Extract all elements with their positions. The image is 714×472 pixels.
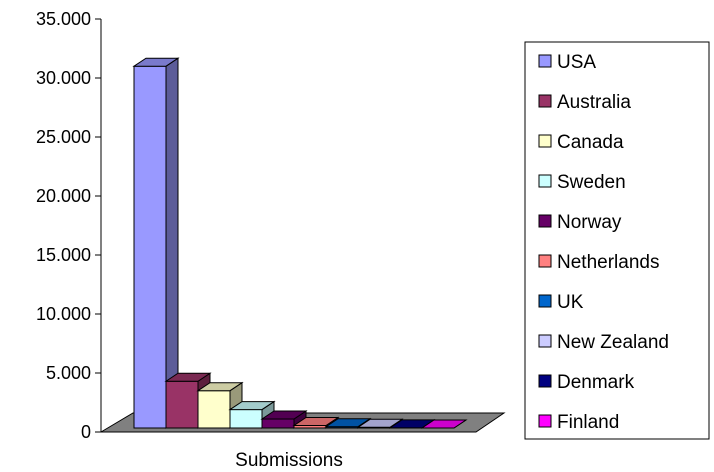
y-tick-label: 20.000	[36, 186, 91, 206]
legend-label: Netherlands	[557, 252, 659, 273]
legend-swatch	[538, 414, 552, 428]
legend-swatch	[538, 134, 552, 148]
legend-item-norway: Norway	[538, 212, 622, 233]
legend-label: Sweden	[557, 172, 626, 193]
y-axis-ticks: 0 5.000 10.000 15.000 20.000 25.000 30.000 35.0…	[36, 9, 101, 442]
legend-item-new-zealand: New Zealand	[538, 332, 669, 353]
legend-label: Denmark	[557, 372, 635, 393]
legend-label: UK	[557, 292, 584, 313]
bar-top-canada	[196, 382, 244, 392]
legend-item-denmark: Denmark	[538, 372, 635, 393]
y-tick-label: 30.000	[36, 68, 91, 88]
legend-item-sweden: Sweden	[538, 172, 626, 193]
bar-usa	[132, 57, 180, 429]
legend-label: USA	[557, 52, 596, 73]
legend-item-finland: Finland	[538, 412, 619, 433]
legend-swatch	[538, 334, 552, 348]
legend-swatch	[538, 254, 552, 268]
legend-item-uk: UK	[538, 292, 584, 313]
x-axis-category-label: Submissions	[235, 450, 343, 471]
bar-side-usa	[165, 57, 179, 429]
legend-swatch	[538, 174, 552, 188]
legend-label: Australia	[557, 92, 631, 113]
y-tick-label: 35.000	[36, 9, 91, 29]
bar-top-sweden	[228, 401, 276, 411]
bar-front-australia	[165, 380, 199, 429]
legend: USA Australia Canada Sweden Norway Netherland…	[538, 52, 669, 433]
bars-group	[132, 57, 468, 429]
legend-item-australia: Australia	[538, 92, 631, 113]
legend-swatch	[538, 294, 552, 308]
legend-swatch	[538, 94, 552, 108]
y-tick-label: 0	[81, 422, 91, 442]
legend-label: Norway	[557, 212, 622, 233]
bar-finland	[420, 419, 468, 429]
y-tick-label: 25.000	[36, 127, 91, 147]
legend-item-netherlands: Netherlands	[538, 252, 659, 273]
bar-front-sweden	[229, 409, 263, 429]
bar-front-canada	[197, 390, 231, 429]
y-tick-label: 5.000	[46, 363, 91, 383]
bar-top-usa	[132, 57, 180, 67]
bar-top-netherlands	[292, 417, 340, 427]
legend-swatch	[538, 54, 552, 68]
legend-box	[524, 41, 710, 440]
bar-top-uk	[324, 418, 372, 428]
bar-front-norway	[261, 418, 295, 429]
legend-item-usa: USA	[538, 52, 596, 73]
bar-top-australia	[164, 372, 212, 382]
legend-label: Finland	[557, 412, 619, 433]
bar-top-finland	[420, 419, 468, 429]
y-tick-label: 10.000	[36, 304, 91, 324]
legend-swatch	[538, 374, 552, 388]
bar-front-usa	[133, 65, 167, 429]
legend-label: New Zealand	[557, 332, 669, 353]
legend-swatch	[538, 214, 552, 228]
bar-top-new-zealand	[356, 418, 404, 428]
y-tick-label: 15.000	[36, 245, 91, 265]
bar-top-norway	[260, 410, 308, 420]
legend-item-canada: Canada	[538, 132, 624, 153]
legend-label: Canada	[557, 132, 624, 153]
